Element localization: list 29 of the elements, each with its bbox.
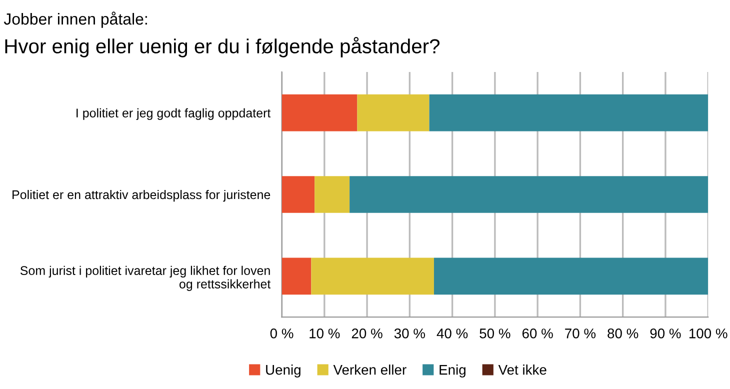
x-tick-label: 60 %: [522, 328, 553, 338]
legend-label: Uenig: [266, 364, 300, 378]
bar: [429, 94, 708, 132]
bar: [314, 176, 350, 213]
x-tick-label: 90 %: [650, 328, 681, 338]
x-tick-label: 10 %: [310, 328, 340, 338]
x-tick-label: 0 %: [270, 328, 294, 338]
bar: [282, 94, 358, 132]
x-tick-label: 50 %: [480, 328, 510, 338]
x-tick-label: 40 %: [436, 328, 468, 338]
y-tick-label: I politiet er jeg godt faglig oppdatert: [76, 108, 271, 120]
x-tick-label: 80 %: [608, 328, 638, 338]
y-tick-label: Politiet er en attraktiv arbeidsplass for juristene: [12, 190, 270, 202]
y-tick-label: Som jurist i politiet ivaretar jeg likhet for loven og rettssikkerhet: [20, 266, 271, 291]
x-tick-label: 70 %: [565, 328, 596, 338]
legend-label: Enig: [440, 364, 466, 378]
x-tick-label: 100 %: [689, 328, 728, 338]
legend-label: Verken eller: [333, 364, 406, 375]
bar: [350, 176, 708, 213]
legend-label: Vet ikke: [498, 364, 546, 375]
bar: [282, 176, 315, 213]
bar: [434, 258, 708, 295]
x-tick-label: 20 %: [352, 328, 382, 338]
bar: [357, 94, 430, 132]
text: Jobber innen påtale:: [4, 12, 147, 28]
bar: [311, 258, 434, 295]
chart-subtitle: Hvor enig eller uenig er du i følgende påstander?: [5, 36, 440, 58]
bar: [282, 258, 312, 295]
x-tick-label: 30 %: [394, 328, 426, 338]
